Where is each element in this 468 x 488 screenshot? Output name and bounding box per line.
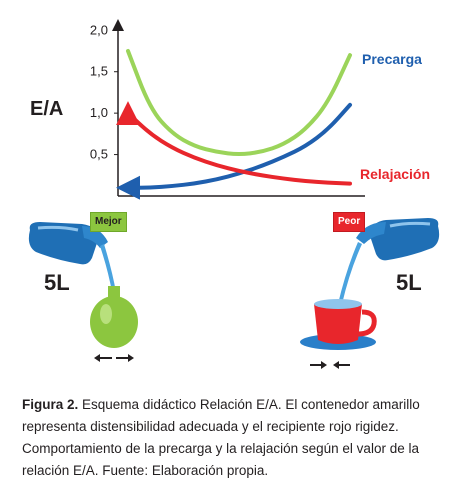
series-label-relajacion: Relajación bbox=[360, 166, 430, 182]
figure-caption: Figura 2. Esquema didáctico Relación E/A… bbox=[22, 394, 452, 482]
volume-right: 5L bbox=[396, 270, 422, 295]
series-line-precarga bbox=[116, 102, 352, 200]
cup-icon bbox=[300, 299, 377, 350]
illustration bbox=[28, 218, 440, 369]
water-stream-left bbox=[100, 244, 116, 292]
caption-text: Esquema didáctico Relación E/A. El conte… bbox=[22, 397, 420, 478]
flask-icon bbox=[90, 286, 138, 348]
y-tick-label: 2,0 bbox=[90, 22, 108, 37]
series-group bbox=[116, 49, 352, 200]
y-tick-label: 1,5 bbox=[90, 64, 108, 79]
y-axis-label: E/A bbox=[30, 98, 63, 120]
label-worse: Peor bbox=[333, 212, 366, 232]
pitcher-icon bbox=[28, 222, 108, 265]
series-line-compliance bbox=[126, 49, 352, 156]
y-tick-label: 1,0 bbox=[90, 105, 108, 120]
ea-chart: 2,0 1,5 1,0 0,5 E/A Precarga Relajación bbox=[30, 19, 430, 200]
label-better: Mejor bbox=[90, 212, 127, 232]
arrows-right bbox=[310, 361, 350, 369]
water-stream-right bbox=[338, 242, 362, 304]
pitcher-icon-right bbox=[356, 218, 440, 261]
series-line-relajacion bbox=[119, 104, 352, 186]
y-tick-label: 0,5 bbox=[90, 147, 108, 162]
series-label-precarga: Precarga bbox=[362, 51, 422, 67]
caption-figure-number: Figura 2. bbox=[22, 397, 79, 412]
arrows-left bbox=[94, 354, 134, 362]
chart-axes bbox=[112, 19, 365, 197]
y-ticks: 2,0 1,5 1,0 0,5 bbox=[90, 22, 118, 162]
volume-left: 5L bbox=[44, 270, 70, 295]
